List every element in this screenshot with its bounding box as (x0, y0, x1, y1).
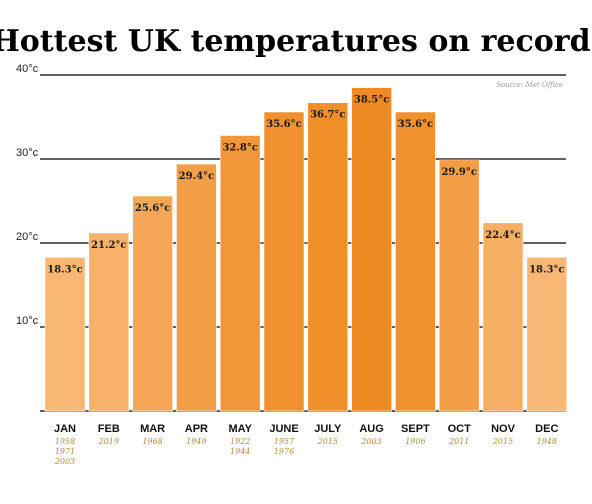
bar-value-label: 21.2°c (91, 240, 126, 251)
bar (44, 256, 86, 412)
y-tick-label: 10°c (16, 315, 39, 327)
bar-value-label: 22.4°c (485, 230, 520, 241)
bar (482, 222, 524, 412)
record-year-label: 1968 (142, 437, 162, 446)
bar-value-label: 25.6°c (135, 203, 170, 214)
bar (438, 159, 480, 412)
chart-title: Hottest UK temperatures on record (0, 24, 591, 59)
record-year-label: 1971 (55, 447, 75, 456)
x-tick-label: JAN (54, 423, 76, 435)
bar (219, 135, 261, 412)
record-year-label: 2019 (98, 437, 119, 446)
y-tick-label: 20°c (16, 231, 39, 243)
bar-value-label: 36.7°c (310, 110, 345, 121)
x-tick-label: JULY (314, 423, 342, 435)
y-tick-label: 30°c (16, 147, 39, 159)
bars-layer (44, 87, 568, 412)
bar (526, 256, 568, 412)
record-year-label: 1949 (186, 437, 206, 446)
x-tick-label: FEB (98, 423, 120, 435)
x-tick-label: OCT (448, 423, 472, 435)
record-year-label: 1944 (230, 447, 250, 456)
chart-source: Source: Met Office (496, 81, 563, 89)
bar (263, 111, 305, 412)
labels-layer: 18.3°cJAN19581971200321.2°cFEB201925.6°c… (47, 95, 564, 466)
x-tick-label: MAR (140, 423, 165, 435)
record-year-label: 2003 (54, 457, 75, 466)
record-year-label: 1976 (274, 447, 294, 456)
record-year-label: 2015 (317, 437, 338, 446)
record-year-label: 1957 (274, 437, 295, 446)
bar-value-label: 35.6°c (266, 119, 301, 130)
bar-value-label: 32.8°c (222, 142, 257, 153)
x-tick-label: JUNE (269, 423, 298, 435)
bar (176, 163, 217, 412)
bar (132, 195, 173, 412)
bar-value-label: 29.9°c (441, 167, 476, 178)
bar (88, 232, 130, 412)
x-tick-label: MAY (228, 423, 252, 435)
record-year-label: 1906 (405, 437, 425, 446)
x-tick-label: NOV (491, 423, 516, 435)
x-tick-label: AUG (359, 423, 383, 435)
bar-value-label: 38.5°c (354, 95, 389, 106)
record-year-label: 2015 (492, 437, 513, 446)
record-year-label: 1958 (55, 437, 75, 446)
record-year-label: 1922 (230, 437, 250, 446)
bar-value-label: 18.3°c (47, 264, 82, 275)
bar-value-label: 29.4°c (179, 171, 214, 182)
bar-value-label: 35.6°c (398, 119, 433, 130)
y-tick-label: 40°c (16, 63, 39, 75)
x-tick-label: APR (185, 423, 208, 435)
bar (395, 111, 436, 412)
record-year-label: 2011 (448, 437, 469, 446)
record-year-label: 2003 (360, 437, 381, 446)
bar (307, 102, 349, 412)
bar (351, 87, 392, 412)
x-tick-label: DEC (535, 423, 558, 435)
bar-value-label: 18.3°c (529, 264, 564, 275)
record-year-label: 1948 (537, 437, 557, 446)
x-tick-label: SEPT (401, 423, 430, 435)
